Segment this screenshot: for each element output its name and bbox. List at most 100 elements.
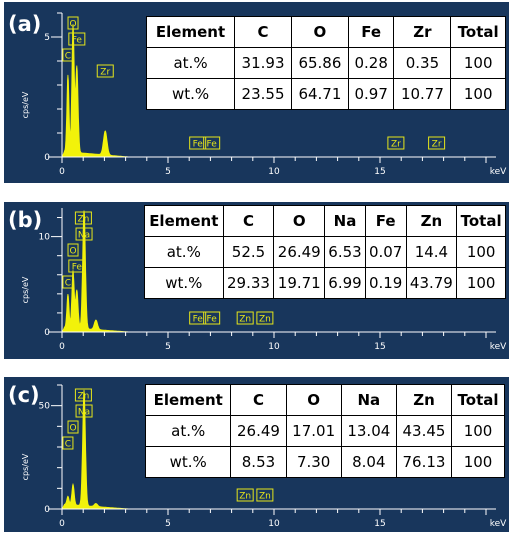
element-marker-box <box>75 227 93 241</box>
element-marker-box <box>74 388 92 402</box>
table-cell: 17.01 <box>285 415 342 447</box>
element-marker-box <box>236 488 254 502</box>
element-marker-label: Fe <box>193 315 204 325</box>
x-tick-label: 0 <box>59 167 65 177</box>
table-header-row: Element C O Fe Zr Total <box>145 16 506 48</box>
panel-label: (c) <box>8 383 40 407</box>
element-marker-label: Fe <box>207 315 218 325</box>
table-cell: 0.97 <box>347 78 395 110</box>
element-marker-box <box>203 136 221 150</box>
element-marker-label: O <box>69 424 76 434</box>
element-marker-label: Zn <box>239 315 251 325</box>
element-marker-label: Zn <box>239 492 251 502</box>
element-marker-box <box>68 32 86 46</box>
x-axis-label: keV <box>490 342 507 352</box>
table-cell: 29.33 <box>222 267 275 299</box>
table-row: at.% 31.93 65.86 0.28 0.35 100 <box>145 47 506 79</box>
y-axis-label: cps/eV <box>21 453 30 480</box>
element-marker-box <box>189 311 207 325</box>
element-marker-label: Fe <box>72 36 83 46</box>
x-tick-label: 15 <box>374 519 385 529</box>
panel-label: (b) <box>8 208 42 232</box>
composition-table-a: Element C O Fe Zr Total at.% 31.93 65.86 0.28 0.35… <box>145 16 506 110</box>
x-tick-label: 10 <box>268 519 280 529</box>
composition-table-c: Element C O Na Zn Total at.% 26.49 17.01 13.04 43.… <box>144 384 505 478</box>
element-marker-label: Zr <box>391 140 401 150</box>
y-axis-label: cps/eV <box>21 91 30 118</box>
table-cell: 10.77 <box>393 78 452 110</box>
y-tick-label: 0 <box>44 153 50 163</box>
element-marker-label: Zn <box>259 315 271 325</box>
table-cell: 14.4 <box>405 236 458 268</box>
table-cell: 64.71 <box>290 78 349 110</box>
table-cell: at.% <box>144 236 224 268</box>
y-tick-label: 0 <box>44 328 50 338</box>
x-tick-label: 0 <box>59 519 65 529</box>
table-cell: 65.86 <box>290 47 349 79</box>
table-cell: 100 <box>456 267 506 299</box>
table-row: wt.% 8.53 7.30 8.04 76.13 100 <box>144 446 505 478</box>
table-header-cell: Fe <box>347 16 395 48</box>
element-marker-box <box>75 404 93 418</box>
y-axis-label: cps/eV <box>21 276 30 303</box>
element-marker-box <box>189 136 207 150</box>
element-marker-box <box>62 275 74 289</box>
element-marker-box <box>387 136 405 150</box>
element-marker-box <box>256 488 274 502</box>
table-cell: at.% <box>145 47 236 79</box>
table-row: wt.% 29.33 19.71 6.99 0.19 43.79 100 <box>144 267 506 299</box>
table-cell: 26.49 <box>230 415 287 447</box>
x-tick-label: 5 <box>165 342 171 352</box>
element-marker-label: O <box>69 247 76 257</box>
x-tick-label: 5 <box>165 519 171 529</box>
table-header-cell: Element <box>145 16 236 48</box>
table-header-cell: Total <box>456 205 506 237</box>
x-tick-label: 15 <box>374 167 385 177</box>
element-marker-label: Zn <box>77 215 89 225</box>
table-header-cell: C <box>234 16 292 48</box>
spectrum-panel-c: 0 5 10 15 keV 0 50 cps/eV Zn Na O C Zn Zn (c) Element C… <box>4 377 509 532</box>
element-marker-label: C <box>65 440 71 450</box>
table-cell: 100 <box>450 78 506 110</box>
table-cell: 6.99 <box>324 267 366 299</box>
element-marker-label: Zn <box>259 492 271 502</box>
composition-table-b: Element C O Na Fe Zn Total at.% 52.5 26.49 6.53 0.0… <box>144 205 506 299</box>
table-cell: 43.79 <box>405 267 458 299</box>
x-tick-label: 0 <box>59 342 65 352</box>
x-tick-label: 15 <box>374 342 385 352</box>
element-marker-box <box>68 259 86 273</box>
table-header-cell: O <box>290 16 349 48</box>
element-marker-box <box>62 436 74 450</box>
element-marker-box <box>67 16 79 30</box>
element-marker-box <box>428 136 446 150</box>
table-row: at.% 52.5 26.49 6.53 0.07 14.4 100 <box>144 236 506 268</box>
element-marker-label: C <box>65 279 71 289</box>
table-cell: wt.% <box>145 78 236 110</box>
table-cell: 100 <box>456 236 506 268</box>
table-row: wt.% 23.55 64.71 0.97 10.77 100 <box>145 78 506 110</box>
table-cell: 76.13 <box>395 446 453 478</box>
table-header-cell: Element <box>144 384 232 416</box>
table-header-cell: Na <box>324 205 366 237</box>
table-cell: 8.04 <box>340 446 397 478</box>
y-tick-label: 5 <box>44 33 50 43</box>
table-header-cell: Total <box>451 384 505 416</box>
element-marker-box <box>203 311 221 325</box>
table-cell: 7.30 <box>285 446 342 478</box>
table-header-cell: Fe <box>364 205 407 237</box>
element-marker-box <box>236 311 254 325</box>
element-marker-box <box>256 311 274 325</box>
spectrum-panel-a: 0 5 10 15 keV 0 5 cps/eV O Fe C Zr Fe Fe Zr Zr (a) Eleme… <box>4 2 509 183</box>
element-marker-label: Na <box>78 231 90 241</box>
table-cell: 0.28 <box>347 47 395 79</box>
element-marker-box <box>74 211 92 225</box>
table-cell: 52.5 <box>222 236 275 268</box>
spectrum-panel-b: 0 5 10 15 keV 0 10 cps/eV Zn Na O Fe C Fe Fe Zn Zn (b) El… <box>4 202 509 359</box>
element-marker-label: Fe <box>72 263 83 273</box>
element-marker-label: Na <box>78 408 90 418</box>
table-cell: 31.93 <box>234 47 292 79</box>
table-header-row: Element C O Na Zn Total <box>144 384 505 416</box>
table-cell: 0.19 <box>364 267 407 299</box>
x-axis-label: keV <box>490 167 507 177</box>
element-marker-box <box>67 243 79 257</box>
